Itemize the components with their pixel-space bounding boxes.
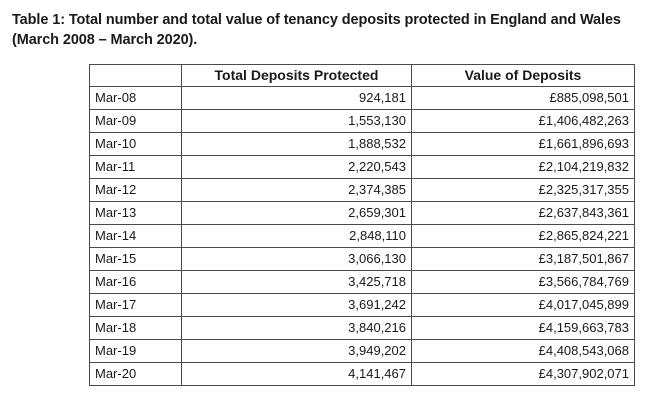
cell-value-of-deposits: £3,566,784,769	[411, 270, 635, 294]
table-row: Mar-10 1,888,532 £1,661,896,693	[89, 132, 635, 156]
cell-period: Mar-20	[89, 362, 182, 386]
cell-total-deposits: 3,425,718	[181, 270, 412, 294]
table-row: Mar-12 2,374,385 £2,325,317,355	[89, 178, 635, 202]
table-row: Mar-13 2,659,301 £2,637,843,361	[89, 201, 635, 225]
cell-total-deposits: 3,691,242	[181, 293, 412, 317]
cell-period: Mar-14	[89, 224, 182, 248]
cell-value-of-deposits: £4,307,902,071	[411, 362, 635, 386]
cell-total-deposits: 2,374,385	[181, 178, 412, 202]
cell-value-of-deposits: £4,017,045,899	[411, 293, 635, 317]
cell-period: Mar-17	[89, 293, 182, 317]
cell-value-of-deposits: £885,098,501	[411, 86, 635, 110]
cell-value-of-deposits: £3,187,501,867	[411, 247, 635, 271]
caption-line-1: Table 1: Total number and total value of…	[12, 12, 621, 28]
cell-total-deposits: 3,066,130	[181, 247, 412, 271]
cell-period: Mar-11	[89, 155, 182, 179]
header-total-deposits: Total Deposits Protected	[181, 64, 412, 87]
table-body: Mar-08 924,181 £885,098,501 Mar-09 1,553,130…	[89, 86, 635, 386]
cell-total-deposits: 2,659,301	[181, 201, 412, 225]
cell-period: Mar-15	[89, 247, 182, 271]
cell-period: Mar-13	[89, 201, 182, 225]
cell-total-deposits: 1,553,130	[181, 109, 412, 133]
table-row: Mar-15 3,066,130 £3,187,501,867	[89, 247, 635, 271]
cell-value-of-deposits: £2,637,843,361	[411, 201, 635, 225]
table-row: Mar-19 3,949,202 £4,408,543,068	[89, 339, 635, 363]
table-header-row: Total Deposits Protected Value of Deposi…	[89, 64, 635, 87]
cell-value-of-deposits: £4,408,543,068	[411, 339, 635, 363]
cell-period: Mar-16	[89, 270, 182, 294]
cell-period: Mar-19	[89, 339, 182, 363]
table-row: Mar-17 3,691,242 £4,017,045,899	[89, 293, 635, 317]
cell-total-deposits: 924,181	[181, 86, 412, 110]
table-row: Mar-11 2,220,543 £2,104,219,832	[89, 155, 635, 179]
header-value-of-deposits: Value of Deposits	[411, 64, 635, 87]
cell-value-of-deposits: £1,406,482,263	[411, 109, 635, 133]
cell-total-deposits: 1,888,532	[181, 132, 412, 156]
cell-period: Mar-08	[89, 86, 182, 110]
cell-period: Mar-10	[89, 132, 182, 156]
table-row: Mar-09 1,553,130 £1,406,482,263	[89, 109, 635, 133]
table-row: Mar-18 3,840,216 £4,159,663,783	[89, 316, 635, 340]
table-caption: Table 1: Total number and total value of…	[12, 10, 662, 50]
deposits-table: Total Deposits Protected Value of Deposi…	[89, 64, 635, 386]
cell-total-deposits: 2,220,543	[181, 155, 412, 179]
cell-value-of-deposits: £2,865,824,221	[411, 224, 635, 248]
cell-total-deposits: 3,949,202	[181, 339, 412, 363]
cell-value-of-deposits: £2,104,219,832	[411, 155, 635, 179]
cell-value-of-deposits: £2,325,317,355	[411, 178, 635, 202]
header-period	[89, 64, 182, 87]
table-row: Mar-16 3,425,718 £3,566,784,769	[89, 270, 635, 294]
cell-value-of-deposits: £4,159,663,783	[411, 316, 635, 340]
cell-total-deposits: 4,141,467	[181, 362, 412, 386]
cell-period: Mar-18	[89, 316, 182, 340]
table-row: Mar-14 2,848,110 £2,865,824,221	[89, 224, 635, 248]
caption-line-2: (March 2008 – March 2020).	[12, 32, 198, 48]
table-row: Mar-08 924,181 £885,098,501	[89, 86, 635, 110]
cell-period: Mar-12	[89, 178, 182, 202]
cell-total-deposits: 2,848,110	[181, 224, 412, 248]
cell-total-deposits: 3,840,216	[181, 316, 412, 340]
cell-period: Mar-09	[89, 109, 182, 133]
cell-value-of-deposits: £1,661,896,693	[411, 132, 635, 156]
table-row: Mar-20 4,141,467 £4,307,902,071	[89, 362, 635, 386]
